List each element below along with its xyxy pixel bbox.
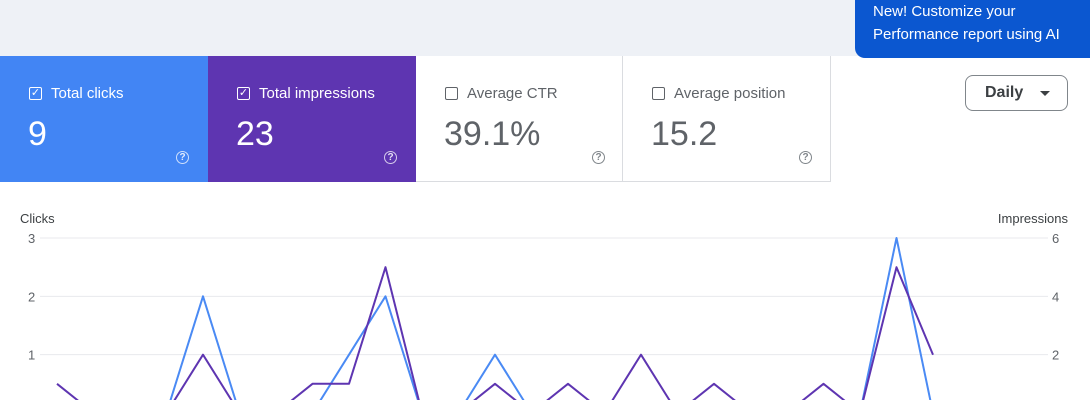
right-tick-label: 2 xyxy=(1052,348,1059,363)
right-tick-label: 4 xyxy=(1052,289,1059,304)
metric-label: Total impressions xyxy=(259,85,375,102)
performance-chart: Clicks Impressions 1 2 3 2 4 6 xyxy=(20,211,1069,400)
help-icon[interactable]: ? xyxy=(592,151,605,164)
metric-value: 15.2 xyxy=(651,115,718,153)
checkbox-icon[interactable] xyxy=(445,87,458,100)
checkbox-icon[interactable] xyxy=(652,87,665,100)
ai-customize-promo[interactable]: New! Customize your Performance report u… xyxy=(855,0,1090,58)
left-tick-label: 3 xyxy=(28,231,35,246)
metric-card-average-ctr[interactable]: Average CTR 39.1% ? xyxy=(416,56,623,182)
metric-card-average-position[interactable]: Average position 15.2 ? xyxy=(623,56,831,182)
arrow-drop-down-icon xyxy=(1040,91,1050,96)
promo-line-2: Performance report using AI xyxy=(873,26,1060,43)
metric-value: 23 xyxy=(236,115,274,153)
metric-label: Average CTR xyxy=(467,85,558,102)
date-granularity-dropdown[interactable]: Daily xyxy=(965,75,1068,111)
metric-value: 9 xyxy=(28,115,47,153)
left-axis-title: Clicks xyxy=(20,211,55,226)
help-icon[interactable]: ? xyxy=(176,151,189,164)
dropdown-label: Daily xyxy=(985,84,1024,101)
checkbox-icon[interactable]: ✓ xyxy=(237,87,250,100)
chart-gridlines xyxy=(40,237,1048,356)
right-axis-title: Impressions xyxy=(998,211,1069,226)
metric-card-total-clicks[interactable]: ✓ Total clicks 9 ? xyxy=(0,56,208,182)
checkbox-icon[interactable]: ✓ xyxy=(29,87,42,100)
metric-card-total-impressions[interactable]: ✓ Total impressions 23 ? xyxy=(208,56,416,182)
metric-value: 39.1% xyxy=(444,115,541,153)
help-icon[interactable]: ? xyxy=(799,151,812,164)
metric-label: Average position xyxy=(674,85,786,102)
left-tick-label: 1 xyxy=(28,348,35,363)
series-line-clicks xyxy=(169,237,932,400)
right-tick-label: 6 xyxy=(1052,231,1059,246)
series-line-impressions xyxy=(56,266,934,400)
promo-line-1: New! Customize your xyxy=(873,3,1016,20)
metric-label: Total clicks xyxy=(51,85,124,102)
chart-series xyxy=(56,237,934,400)
help-icon[interactable]: ? xyxy=(384,151,397,164)
chart-tick-labels: 1 2 3 2 4 6 xyxy=(28,231,1059,363)
left-tick-label: 2 xyxy=(28,289,35,304)
